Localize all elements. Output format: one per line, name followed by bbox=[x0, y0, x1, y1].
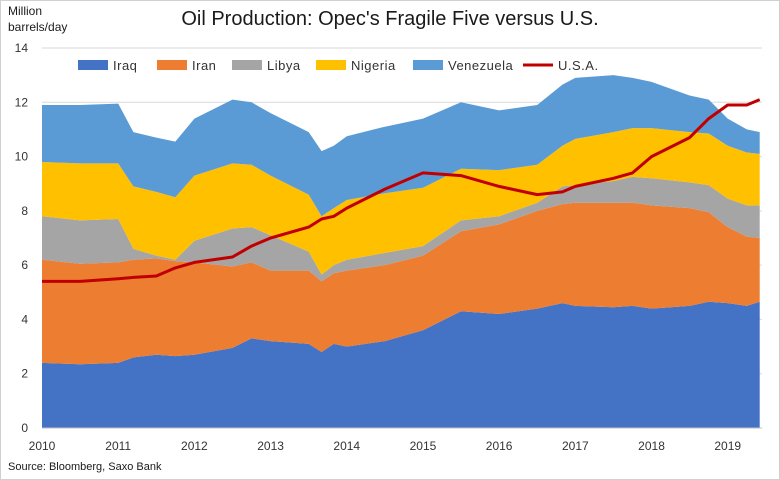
x-tick-label: 2017 bbox=[562, 439, 589, 453]
legend-label: Venezuela bbox=[448, 58, 513, 73]
x-tick-label: 2011 bbox=[105, 439, 131, 453]
y-tick-label: 2 bbox=[21, 367, 28, 381]
legend-swatch-libya bbox=[232, 60, 262, 70]
area-iran bbox=[42, 202, 760, 365]
legend-label: Iran bbox=[192, 58, 216, 73]
legend-swatch-iraq bbox=[78, 60, 108, 70]
y-tick-label: 0 bbox=[21, 421, 28, 435]
y-tick-label: 4 bbox=[21, 312, 28, 326]
y-tick-label: 14 bbox=[15, 41, 29, 55]
legend: Iraq Iran Libya Nigeria Venezuela U.S.A. bbox=[78, 58, 599, 73]
x-tick-label: 2016 bbox=[486, 439, 513, 453]
legend-label: Iraq bbox=[113, 58, 137, 73]
x-tick-label: 2013 bbox=[257, 439, 284, 453]
y-axis-label: Million barrels/day bbox=[8, 3, 98, 35]
chart-title: Oil Production: Opec's Fragile Five vers… bbox=[181, 8, 599, 30]
line-series bbox=[42, 98, 761, 283]
legend-label: U.S.A. bbox=[558, 58, 599, 73]
area-venezuela bbox=[42, 75, 760, 217]
x-tick-label: 2012 bbox=[181, 439, 208, 453]
x-tick-label: 2014 bbox=[333, 439, 360, 453]
y-tick-label: 8 bbox=[21, 204, 28, 218]
legend-swatch-iran bbox=[157, 60, 187, 70]
stacked-areas bbox=[42, 75, 760, 428]
legend-label: Libya bbox=[267, 58, 301, 73]
area-libya bbox=[42, 176, 760, 282]
y-axis-label-line-1: Million bbox=[8, 4, 43, 18]
line-usa bbox=[42, 98, 761, 283]
x-tick-label: 2018 bbox=[638, 439, 665, 453]
x-tick-label: 2010 bbox=[29, 439, 56, 453]
area-iraq bbox=[42, 301, 760, 428]
area-nigeria bbox=[42, 128, 760, 275]
legend-swatch-venezuela bbox=[413, 60, 443, 70]
x-tick-label: 2019 bbox=[714, 439, 741, 453]
legend-swatch-nigeria bbox=[316, 60, 346, 70]
y-tick-label: 12 bbox=[15, 95, 29, 109]
source-note: Source: Bloomberg, Saxo Bank bbox=[8, 461, 162, 473]
x-tick-label: 2015 bbox=[410, 439, 437, 453]
y-axis-label-line-2: barrels/day bbox=[8, 20, 68, 34]
axes: 0 2 4 6 8 10 12 14 2010 2011 2012 2013 2014 2015 2016 2… bbox=[15, 41, 762, 453]
legend-label: Nigeria bbox=[351, 58, 396, 73]
y-tick-label: 10 bbox=[15, 150, 29, 164]
y-tick-label: 6 bbox=[21, 258, 28, 272]
